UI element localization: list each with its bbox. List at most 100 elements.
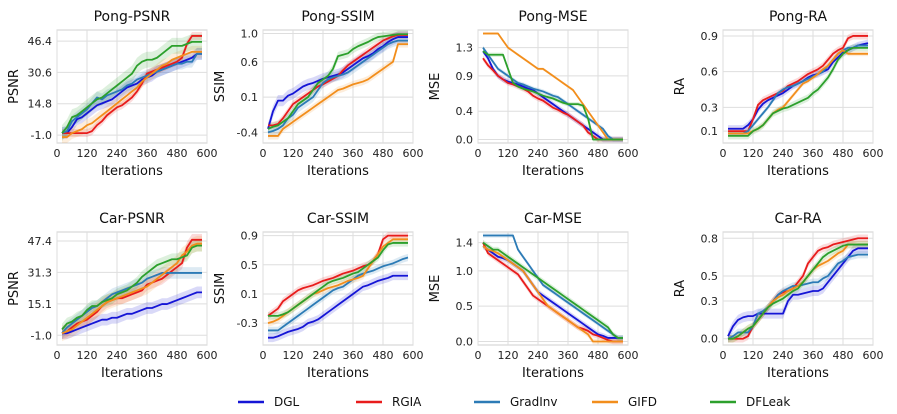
y-tick-label: -0.3	[237, 317, 258, 330]
x-tick-label: 480	[373, 349, 394, 362]
y-tick-label: 0.4	[456, 105, 474, 118]
x-tick-label: 480	[167, 349, 188, 362]
series-line-dfleak	[728, 243, 868, 340]
x-axis-label: Iterations	[767, 164, 829, 179]
x-tick-label: 240	[773, 349, 794, 362]
x-tick-label: 600	[197, 349, 218, 362]
y-tick-label: 0.9	[701, 30, 719, 43]
x-tick-label: 360	[137, 147, 158, 160]
x-tick-label: 240	[313, 147, 334, 160]
y-axis-label: RA	[673, 280, 688, 298]
x-tick-label: 0	[260, 147, 267, 160]
x-tick-label: 480	[588, 147, 609, 160]
band-dgl	[62, 286, 202, 340]
y-tick-label: -1.0	[31, 329, 52, 342]
band-dgl	[62, 47, 202, 140]
subplot-car-ssim: Car-SSIM 0 120 240 360 480 600 -0.3 0.1 0.5 0.9 Ite…	[213, 211, 424, 381]
legend: DGL RGIA GradInv GIFD DFLeak	[238, 395, 790, 409]
x-tick-label: 600	[863, 349, 884, 362]
y-tick-label: 0.5	[701, 270, 719, 283]
x-axis-label: Iterations	[101, 366, 163, 381]
subplot-pong-ra: Pong-RA 0 120 240 360 480 600 0.1 0.3 0.6 0.9 Itera…	[673, 9, 884, 179]
series-line-dfleak	[61, 40, 202, 134]
band-dgl	[268, 271, 408, 343]
y-tick-label: 15.1	[28, 298, 53, 311]
y-axis-label: MSE	[428, 275, 443, 303]
y-tick-label: 31.3	[28, 266, 53, 279]
legend-label-dgl: DGL	[274, 395, 300, 409]
y-axis-label: PSNR	[7, 69, 22, 104]
series-line-dfleak	[482, 50, 623, 141]
series-line-dfleak	[728, 46, 868, 137]
y-tick-label: 0.0	[701, 333, 719, 346]
subplot-title: Car-RA	[774, 211, 821, 227]
subplot-title: Pong-PSNR	[94, 9, 171, 25]
x-tick-label: 120	[743, 349, 764, 362]
series-line-dfleak	[482, 241, 623, 339]
series-line-gradinv	[483, 234, 623, 339]
series-line-rgia	[61, 238, 202, 335]
y-tick-label: 0.8	[701, 232, 719, 245]
x-tick-label: 240	[528, 349, 549, 362]
y-tick-label: 0.1	[241, 288, 259, 301]
y-axis-label: PSNR	[7, 271, 22, 306]
series-line-gradinv	[61, 52, 202, 134]
y-tick-label: 1.4	[456, 237, 474, 250]
legend-label-dfleak: DFLeak	[746, 395, 790, 409]
x-tick-label: 240	[773, 147, 794, 160]
x-tick-label: 360	[137, 349, 158, 362]
band-dfleak	[483, 239, 623, 341]
series-line-gifd	[62, 50, 202, 138]
y-tick-label: 0.1	[241, 91, 259, 104]
x-tick-label: 480	[167, 147, 188, 160]
x-axis-label: Iterations	[767, 366, 829, 381]
series-line-gradinv	[267, 39, 408, 134]
band-dfleak	[62, 33, 202, 142]
band-gradinv	[62, 47, 202, 140]
x-tick-label: 120	[77, 147, 98, 160]
subplot-title: Pong-RA	[769, 9, 827, 25]
series-line-rgia	[62, 35, 202, 134]
band-gifd	[483, 243, 623, 345]
legend-label-gifd: GIFD	[628, 395, 657, 409]
x-tick-label: 0	[54, 147, 61, 160]
x-tick-label: 240	[313, 349, 334, 362]
y-tick-label: 0.6	[241, 56, 259, 69]
subplot-title: Car-MSE	[524, 211, 582, 227]
subplot-pong-mse: Pong-MSE 0 120 240 360 480 600 0.0 0.4 0.9 1.3 Iter…	[428, 9, 639, 179]
y-tick-label: 14.8	[28, 98, 53, 111]
y-tick-label: -0.4	[237, 126, 258, 139]
x-axis-label: Iterations	[307, 366, 369, 381]
band-gifd	[728, 240, 868, 343]
y-axis-label: RA	[673, 78, 688, 96]
x-tick-label: 240	[107, 349, 128, 362]
series-line-gifd	[482, 245, 623, 343]
band-dgl	[268, 31, 408, 135]
y-tick-label: 0.6	[701, 66, 719, 79]
x-tick-label: 0	[475, 349, 482, 362]
series-line-dgl	[267, 36, 408, 130]
y-tick-label: 0.3	[701, 295, 719, 308]
y-tick-label: 47.4	[28, 235, 53, 248]
x-tick-label: 480	[373, 147, 394, 160]
x-tick-label: 240	[107, 147, 128, 160]
y-axis-label: MSE	[428, 73, 443, 101]
subplot-title: Car-PSNR	[99, 211, 165, 227]
x-tick-label: 120	[283, 349, 304, 362]
series-line-dfleak	[268, 242, 408, 317]
x-axis-label: Iterations	[101, 164, 163, 179]
y-tick-label: 30.6	[28, 66, 53, 79]
series-line-dfleak	[61, 244, 202, 330]
series-line-rgia	[267, 234, 408, 317]
band-gifd	[268, 235, 408, 327]
x-tick-label: 0	[260, 349, 267, 362]
x-tick-label: 600	[863, 147, 884, 160]
subplot-pong-psnr: Pong-PSNR 0 120 240 360 480 600 -1.0 14.8 30.6 46.…	[7, 9, 218, 179]
y-tick-label: 0.9	[456, 70, 474, 83]
x-tick-label: 120	[743, 147, 764, 160]
x-axis-label: Iterations	[307, 164, 369, 179]
band-dgl	[728, 243, 868, 342]
y-tick-label: 1.0	[456, 265, 474, 278]
x-tick-label: 120	[77, 349, 98, 362]
x-axis-label: Iterations	[522, 366, 584, 381]
